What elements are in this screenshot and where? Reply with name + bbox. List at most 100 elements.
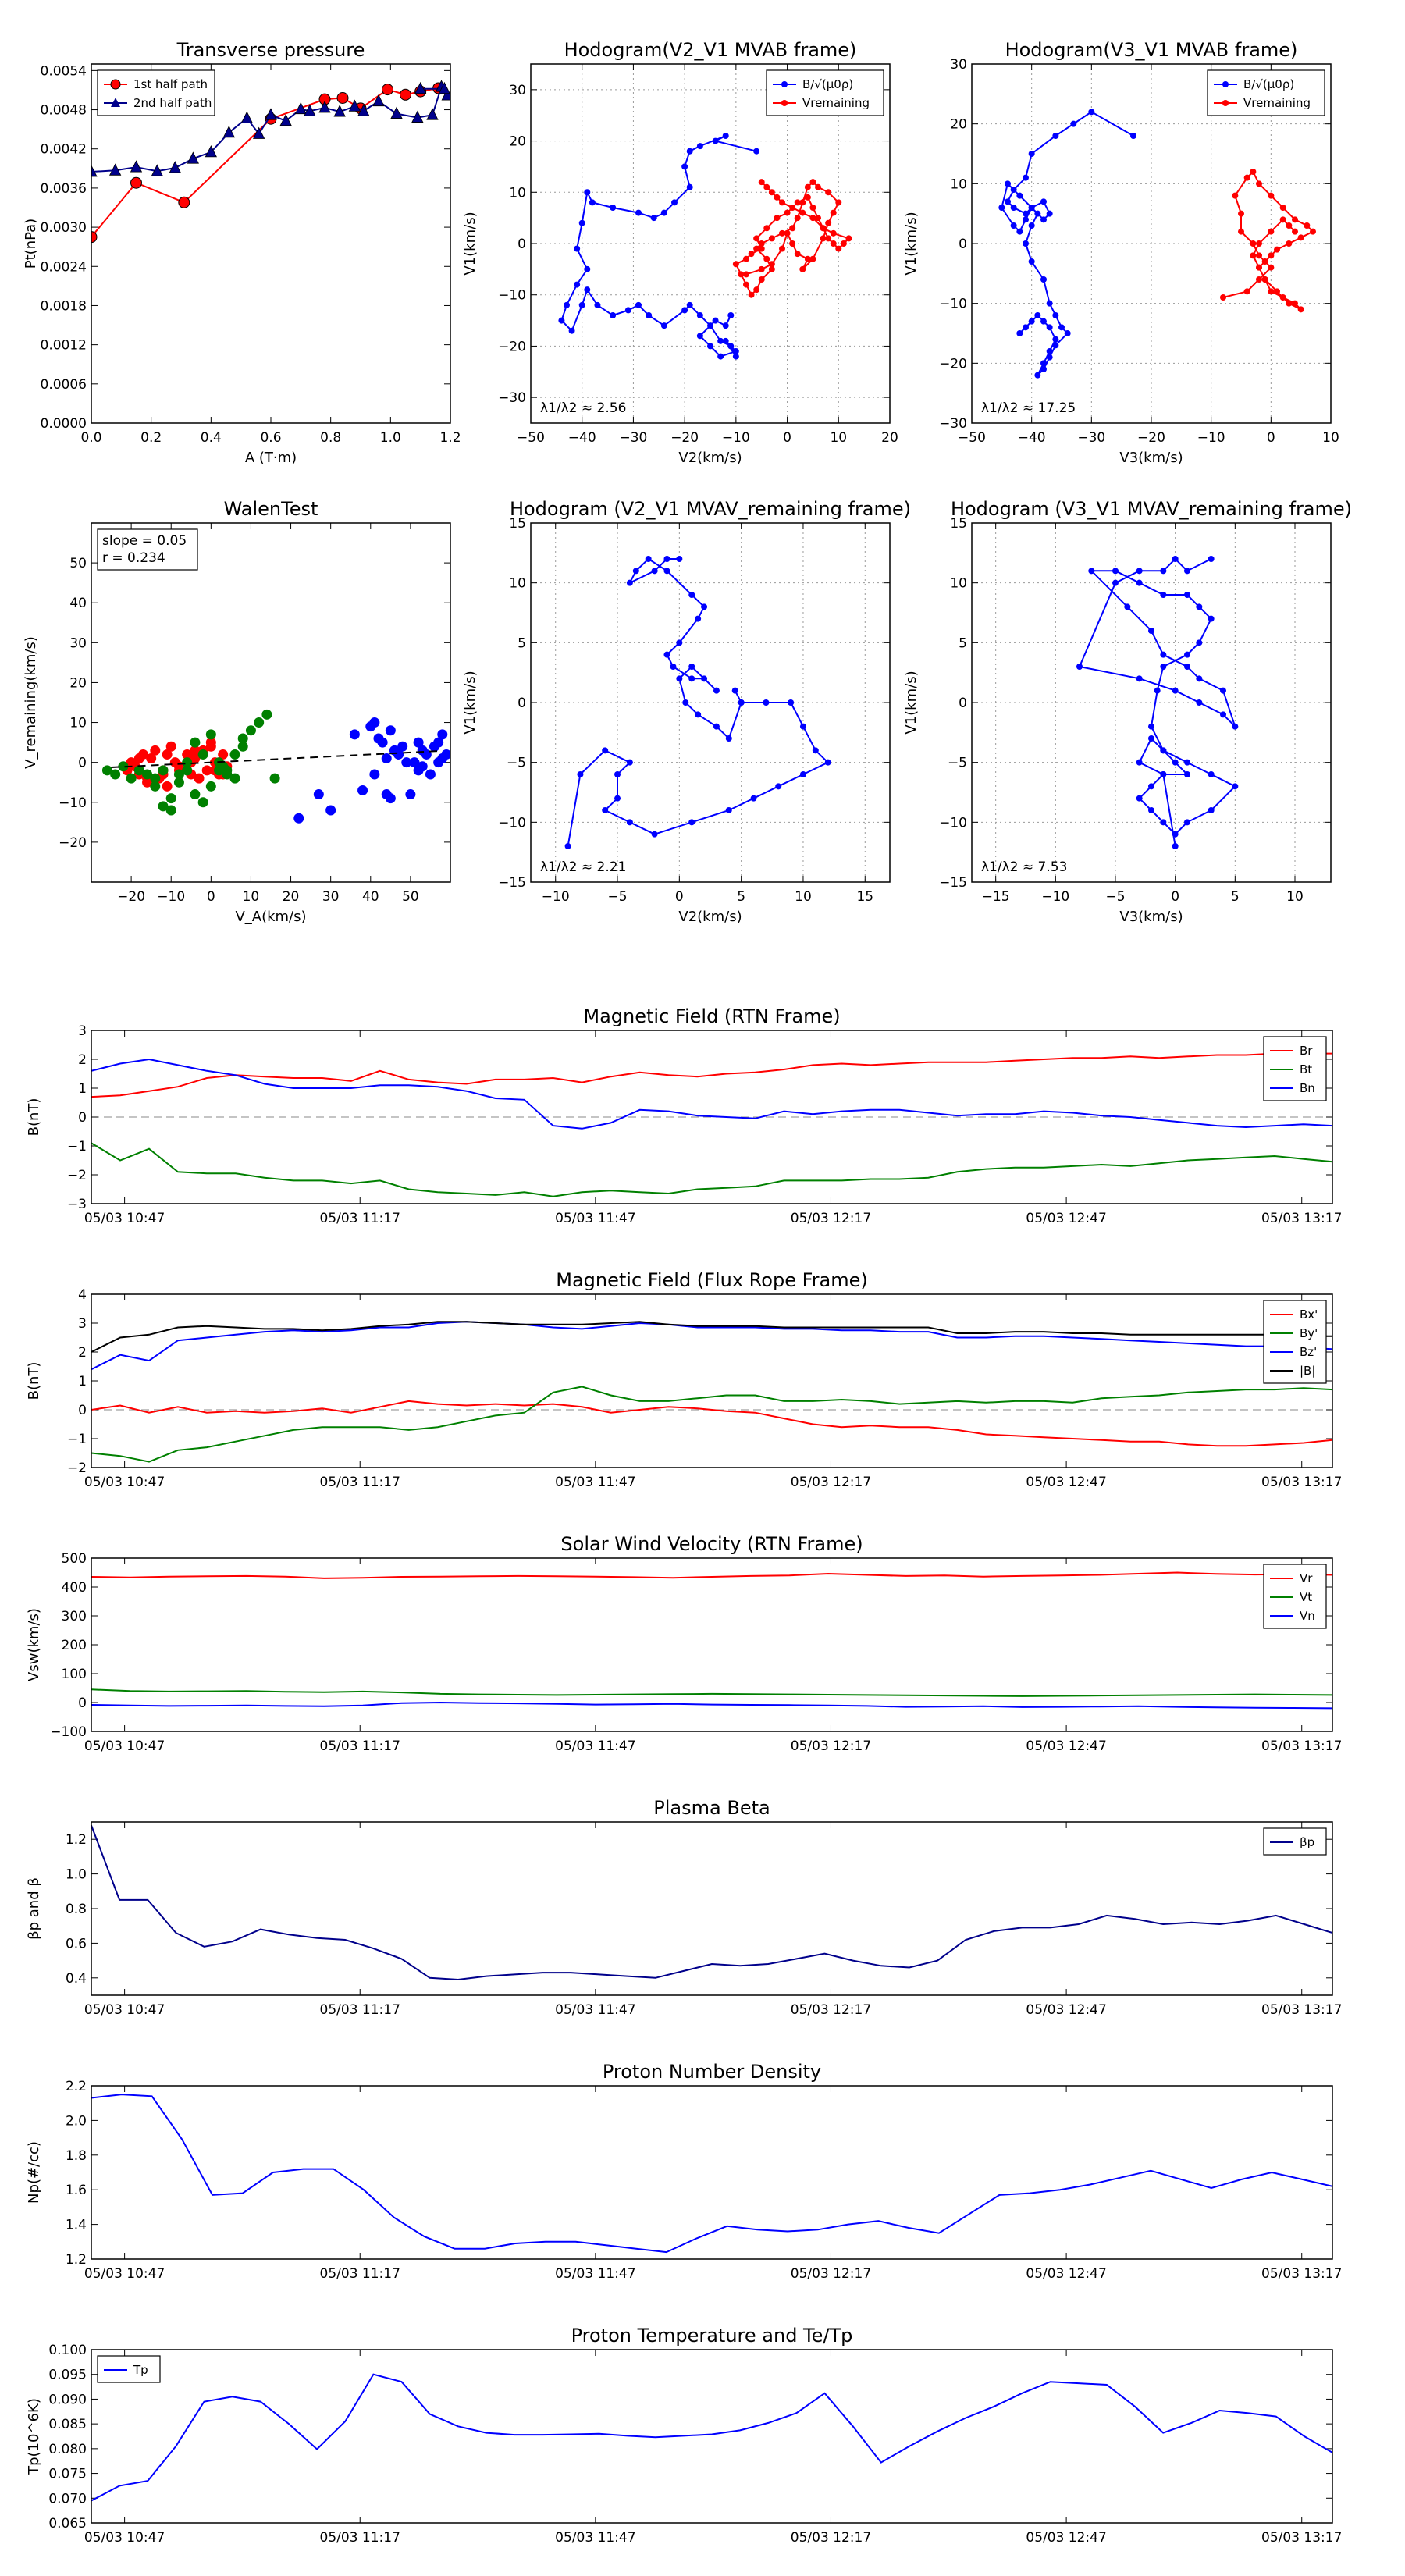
data-point (830, 229, 837, 237)
y-tick-label: 0.070 (48, 2491, 87, 2507)
plot-frame (91, 1030, 1333, 1204)
y-tick-label: −10 (59, 795, 87, 811)
y-tick-label: 400 (62, 1580, 87, 1596)
data-point (1292, 300, 1298, 307)
data-point (663, 556, 670, 562)
data-point (799, 199, 806, 206)
legend-label: 1st half path (133, 77, 208, 91)
data-point (835, 245, 842, 252)
y-tick-label: 0.0024 (41, 259, 87, 275)
data-point (1052, 312, 1059, 318)
data-point (1232, 783, 1239, 790)
data-point (1160, 664, 1167, 670)
y-tick-label: 2.0 (66, 2113, 87, 2129)
plot-area (91, 80, 450, 244)
x-tick-label: 05/03 12:47 (1026, 1475, 1106, 1490)
data-point (218, 749, 229, 760)
data-point (1310, 228, 1316, 235)
y-tick-label: 30 (509, 83, 526, 98)
data-point (1010, 187, 1017, 193)
y-tick-label: 0.0018 (41, 298, 87, 314)
data-point (568, 327, 575, 334)
data-point (130, 176, 142, 189)
data-point (688, 819, 695, 826)
stats-text: slope = 0.05 (102, 533, 187, 549)
plot-frame (91, 1293, 1333, 1468)
data-point (626, 759, 633, 766)
y-tick-label: 5 (959, 635, 967, 651)
chart-title: Magnetic Field (RTN Frame) (583, 1005, 840, 1027)
stats-text: r = 0.234 (102, 550, 165, 566)
chart-title: Hodogram (V2_V1 MVAV_remaining frame) (510, 498, 911, 520)
data-point (824, 759, 831, 766)
data-point (768, 261, 775, 268)
y-tick-label: −10 (498, 288, 526, 304)
data-point (109, 163, 122, 176)
x-tick-label: 05/03 12:17 (791, 2266, 871, 2282)
data-point (574, 281, 581, 288)
data-point (1172, 831, 1179, 838)
y-tick-label: −100 (50, 1724, 87, 1740)
y-axis-label: B(nT) (26, 1098, 42, 1137)
plot-frame (91, 63, 451, 424)
legend-label: Bn (1300, 1081, 1315, 1095)
data-point (758, 240, 765, 247)
data-point (732, 353, 739, 360)
chart-title: Transverse pressure (176, 39, 365, 61)
series-line-By- (91, 1386, 1332, 1463)
data-point (357, 104, 370, 116)
data-point (1136, 579, 1143, 586)
data-point (1256, 240, 1262, 247)
y-axis-label: Vsw(km/s) (26, 1608, 42, 1681)
data-point (369, 769, 380, 780)
x-tick-label: 05/03 12:47 (1026, 1211, 1106, 1226)
data-point (602, 747, 609, 754)
y-tick-label: −20 (498, 339, 526, 354)
data-point (269, 773, 280, 784)
data-point (1046, 348, 1053, 354)
data-point (1023, 240, 1029, 247)
y-tick-label: −15 (498, 875, 526, 891)
data-point (151, 164, 163, 176)
y-tick-label: 0 (959, 237, 967, 252)
regression-fit-line (111, 749, 443, 769)
data-point (840, 240, 847, 247)
y-tick-label: 0 (78, 1110, 87, 1126)
y-tick-label: 100 (62, 1667, 87, 1682)
legend-label: Bt (1300, 1062, 1312, 1076)
data-point (1238, 228, 1244, 235)
y-tick-label: −10 (939, 297, 967, 312)
x-tick-label: 0 (1267, 430, 1275, 446)
data-point (318, 101, 331, 113)
x-tick-label: 05/03 13:17 (1261, 1475, 1342, 1490)
x-tick-label: 0.4 (201, 430, 222, 446)
y-tick-label: 50 (69, 556, 87, 571)
x-tick-label: 05/03 12:17 (791, 1475, 871, 1490)
data-point (1184, 819, 1190, 826)
legend-box (97, 69, 215, 116)
x-tick-label: 05/03 11:47 (555, 2002, 635, 2018)
series-line-Tp (91, 2373, 1332, 2502)
y-tick-label: 1.8 (66, 2148, 87, 2164)
y-tick-label: −2 (67, 1461, 87, 1476)
data-point (173, 769, 184, 780)
x-tick-label: 05/03 12:17 (791, 1738, 871, 1754)
data-point (727, 312, 735, 318)
data-point (1172, 843, 1179, 849)
plot-frame (91, 2349, 1333, 2524)
data-point (1010, 222, 1017, 229)
data-point (1274, 288, 1280, 295)
data-point (1136, 675, 1143, 682)
data-point (670, 664, 677, 670)
data-point (133, 765, 144, 776)
data-point (696, 143, 703, 150)
data-point (681, 307, 688, 314)
data-point (763, 225, 770, 232)
data-point (205, 729, 216, 740)
data-point (722, 337, 729, 344)
y-tick-label: 0 (518, 696, 526, 711)
data-point (686, 183, 693, 190)
data-point (635, 209, 642, 216)
data-point (229, 749, 240, 760)
data-point (1046, 324, 1053, 331)
